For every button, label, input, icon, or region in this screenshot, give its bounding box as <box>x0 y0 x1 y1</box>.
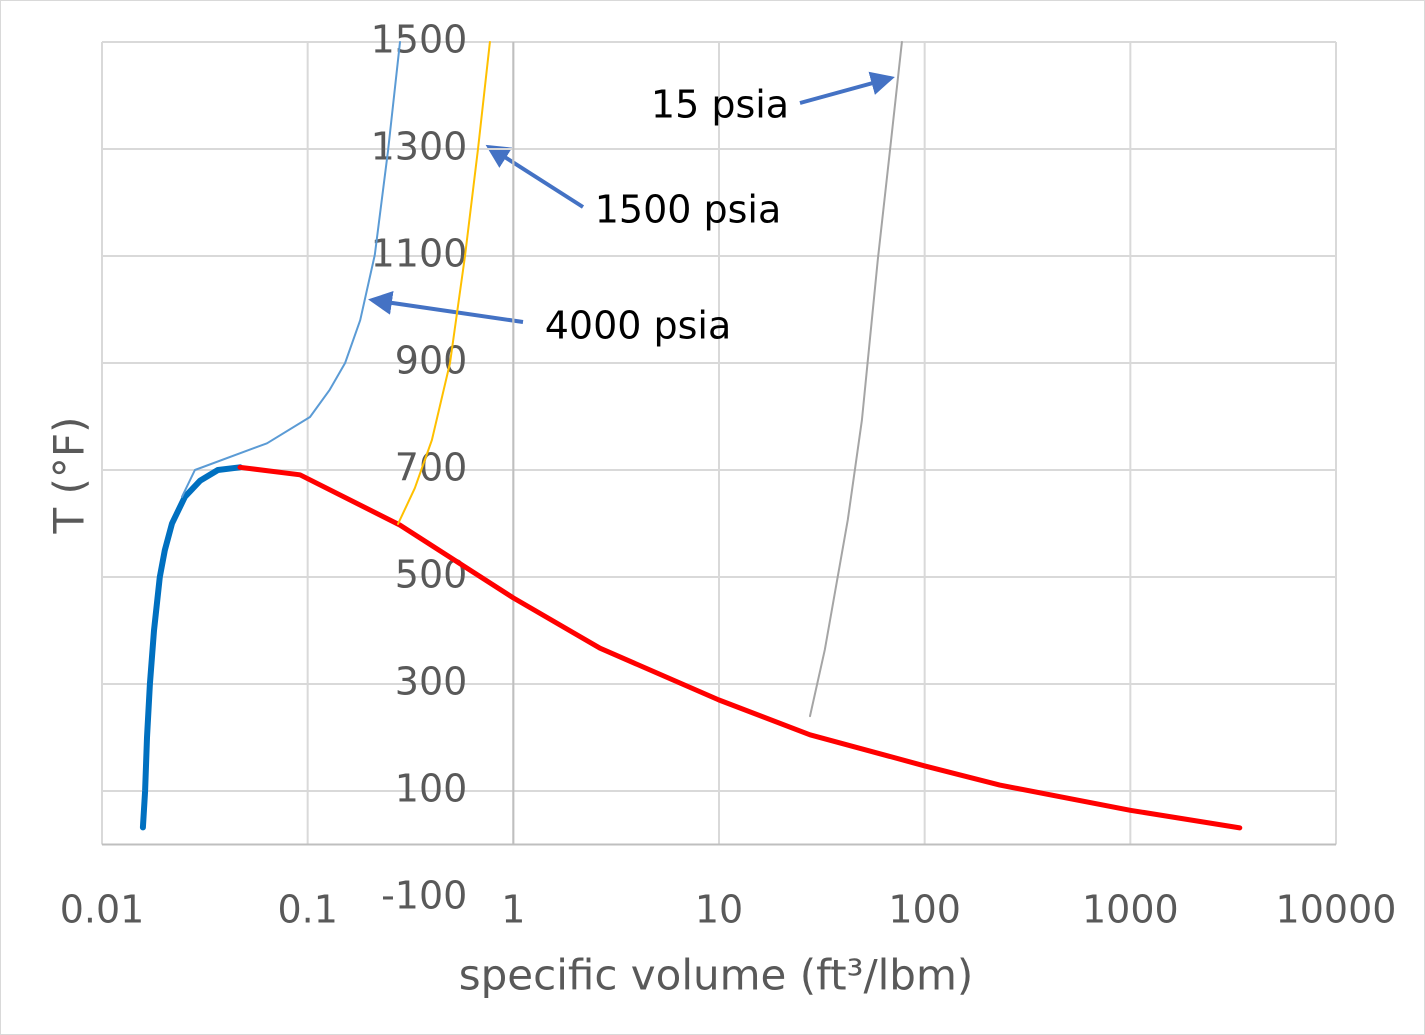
annotation: 15 psia <box>651 83 789 127</box>
x-axis-title: specific volume (ft³/lbm) <box>459 951 974 1000</box>
x-tick-label: 10 <box>695 888 743 932</box>
y-tick-label: 1500 <box>371 18 468 62</box>
series-line <box>397 41 491 525</box>
series-line <box>139 464 243 831</box>
annotation: 4000 psia <box>545 304 732 348</box>
arrow <box>368 291 524 324</box>
arrow <box>485 144 585 209</box>
y-axis-title: T (°F) <box>45 417 94 535</box>
y-tick-label: 1300 <box>371 125 468 169</box>
x-tick-label: 1 <box>501 888 525 932</box>
x-tick-label: 0.1 <box>277 888 337 932</box>
x-tick-label: 1000 <box>1082 888 1179 932</box>
arrow <box>799 71 895 105</box>
y-tick-label: 900 <box>395 339 468 383</box>
y-tick-label: 700 <box>395 446 468 490</box>
series-line <box>181 41 401 498</box>
x-tick-label: 10000 <box>1276 888 1397 932</box>
series-line <box>237 464 1243 831</box>
y-tick-label: 300 <box>395 660 468 704</box>
x-tick-label: 100 <box>888 888 961 932</box>
annotation: 1500 psia <box>595 188 782 232</box>
x-tick-label: 0.01 <box>60 888 145 932</box>
series-line <box>809 41 903 718</box>
y-tick-label: 1100 <box>371 232 468 276</box>
y-tick-label: -100 <box>381 874 467 918</box>
y-tick-label: 100 <box>395 767 468 811</box>
